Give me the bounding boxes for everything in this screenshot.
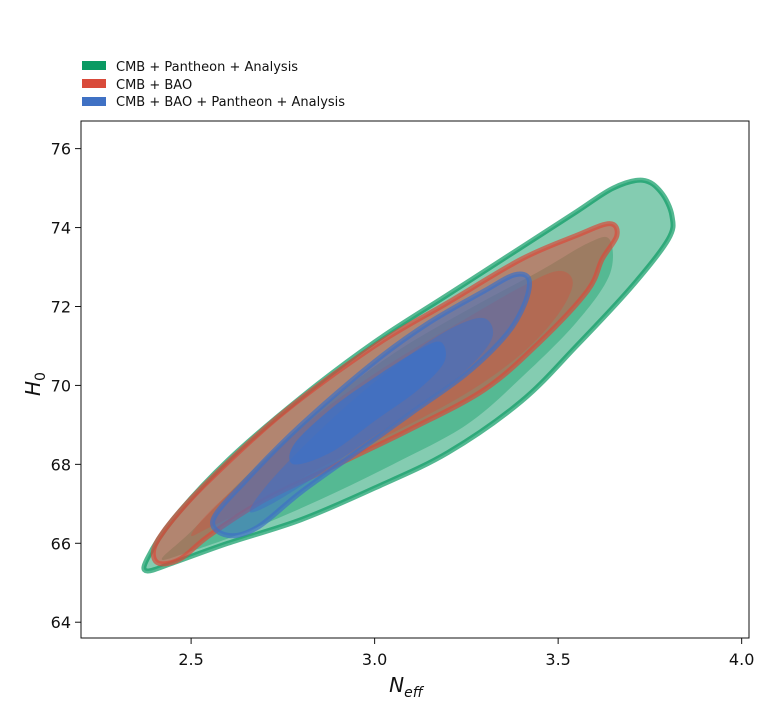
legend-entry: CMB + BAO + Pantheon + Analysis [82, 95, 345, 110]
x-tick-label: 3.5 [545, 650, 570, 669]
x-axis-label-main: N [389, 673, 404, 697]
contour-layer [141, 177, 676, 574]
y-axis-label-subscript: 0 [33, 372, 49, 381]
legend-label: CMB + BAO [116, 78, 192, 93]
y-tick-label: 76 [51, 140, 71, 159]
legend-swatch-red [82, 79, 106, 88]
legend-entry: CMB + Pantheon + Analysis [82, 60, 298, 75]
y-tick-label: 68 [51, 455, 71, 474]
y-tick-label: 64 [51, 613, 71, 632]
legend-swatch-green [82, 61, 106, 70]
y-axis-ticks: 64 66 68 70 72 74 76 [51, 140, 81, 632]
legend-label: CMB + BAO + Pantheon + Analysis [116, 95, 345, 110]
y-tick-label: 70 [51, 376, 71, 395]
x-axis-label: Neff [389, 673, 425, 701]
y-tick-label: 66 [51, 534, 71, 553]
y-tick-label: 72 [51, 297, 71, 316]
legend-entry: CMB + BAO [82, 78, 192, 93]
contour-series [210, 271, 532, 539]
contour-core-region [289, 341, 446, 465]
x-tick-label: 4.0 [729, 650, 754, 669]
y-tick-label: 74 [51, 219, 71, 238]
y-axis-label-main: H [21, 381, 45, 396]
legend-label: CMB + Pantheon + Analysis [116, 60, 298, 75]
legend-swatch-blue [82, 97, 106, 106]
x-axis-label-subscript: eff [404, 685, 425, 701]
legend: CMB + Pantheon + Analysis CMB + BAO CMB … [82, 60, 345, 110]
x-tick-label: 3.0 [362, 650, 387, 669]
y-axis-label: H0 [21, 372, 49, 396]
x-tick-label: 2.5 [178, 650, 203, 669]
x-axis-ticks: 2.5 3.0 3.5 4.0 [178, 638, 754, 669]
plot-frame [80, 120, 750, 639]
